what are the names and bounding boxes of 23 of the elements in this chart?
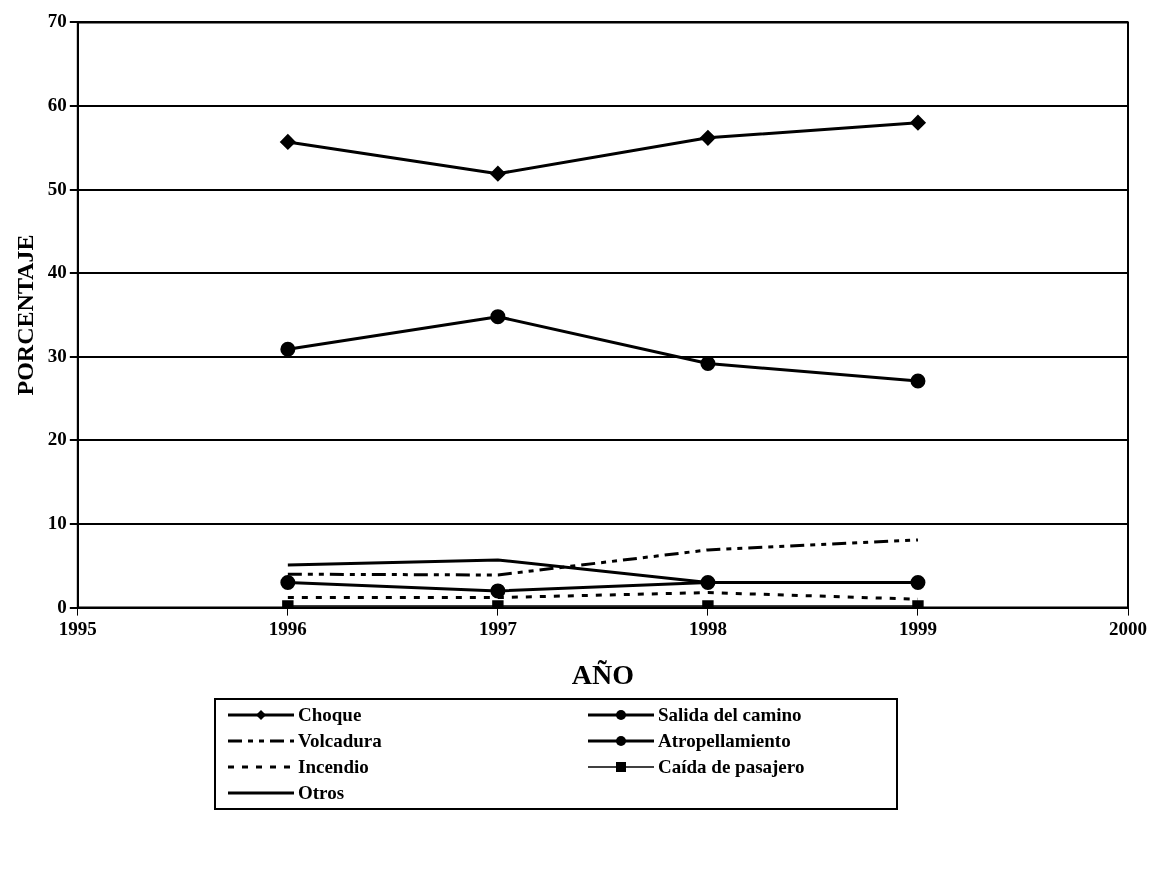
- legend-label: Incendio: [298, 756, 369, 778]
- y-axis-title: PORCENTAJE: [11, 234, 38, 396]
- legend-label: Atropellamiento: [658, 730, 791, 752]
- x-tick-label: 1999: [898, 617, 937, 639]
- y-tick-label: 50: [47, 177, 67, 199]
- x-tick-label: 2000: [1109, 617, 1147, 639]
- y-tick-label: 60: [47, 93, 67, 115]
- x-axis-title: AÑO: [571, 659, 635, 691]
- y-tick-label: 30: [47, 344, 67, 366]
- legend-label: Salida del camino: [658, 704, 802, 726]
- legend-label: Volcadura: [298, 730, 382, 752]
- legend-label: Caída de pasajero: [658, 756, 805, 778]
- y-tick-label: 20: [47, 428, 67, 450]
- y-tick-label: 0: [57, 595, 67, 617]
- y-tick-label: 40: [47, 261, 67, 283]
- x-tick-label: 1995: [58, 617, 97, 639]
- y-tick-label: 70: [47, 10, 67, 32]
- legend-label: Otros: [298, 782, 345, 804]
- y-tick-label: 10: [47, 511, 67, 533]
- x-tick-label: 1996: [268, 617, 307, 639]
- legend-label: Choque: [298, 704, 362, 726]
- x-tick-label: 1997: [478, 617, 518, 639]
- x-tick-label: 1998: [688, 617, 727, 639]
